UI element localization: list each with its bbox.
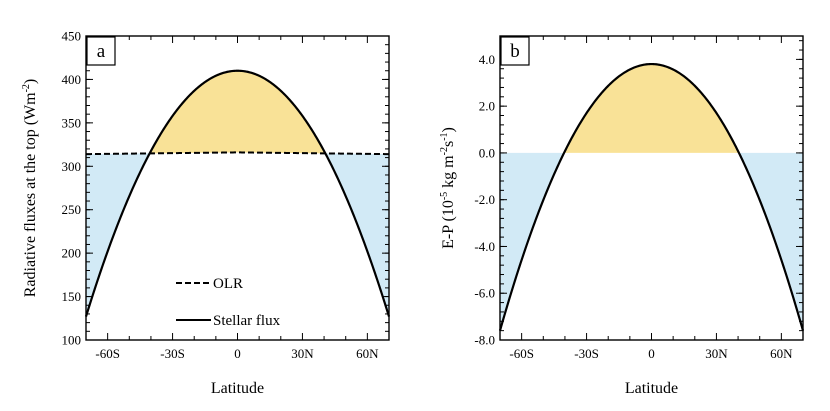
y-tick-label: -4.0 (474, 239, 495, 254)
y-tick-label: 4.0 (479, 52, 495, 67)
series-e-p-line (498, 62, 805, 331)
x-axis-label: Latitude (211, 380, 264, 397)
y-tick-label: 100 (62, 333, 82, 348)
shading-below-0 (500, 152, 564, 331)
y-axis-label: E-P (10-5 kg m-2s-1) (439, 127, 457, 249)
panel-label-box (500, 36, 530, 66)
y-tick-label: -6.0 (474, 286, 495, 301)
legend-label: Stellar flux (213, 313, 281, 329)
shading-below-1 (326, 153, 389, 317)
x-axis-label: Latitude (625, 380, 678, 397)
y-tick-label: -8.0 (474, 333, 495, 348)
panel-label-box (86, 36, 116, 66)
panel-label: b (510, 41, 520, 62)
x-tick-label: 30N (291, 346, 314, 361)
x-tick-label: -30S (160, 346, 185, 361)
x-tick-label: 30N (705, 346, 728, 361)
panel-a: -60S -30S 0 30N 60N 100 150 200 250 300 350 400 450 L… (21, 29, 391, 397)
y-axis-label: Radiative fluxes at the top (Wm-2) (21, 79, 39, 298)
panel-b: -60S -30S 0 30N 60N -8.0 -6.0 -4.0 -2.0 0.0 2.0 4.0… (439, 35, 805, 397)
legend-label: OLR (213, 276, 243, 292)
y-tick-label: 450 (62, 29, 82, 44)
y-tick-label: 0.0 (479, 145, 495, 160)
series-olr-line (85, 151, 390, 156)
panel-label: a (97, 41, 106, 62)
y-tick-label: 350 (62, 115, 82, 130)
x-tick-label: 60N (770, 346, 793, 361)
y-tick-label: -2.0 (474, 192, 495, 207)
y-tick-label: 2.0 (479, 99, 495, 114)
shading-below-1 (739, 152, 803, 331)
x-tick-label: -60S (95, 346, 120, 361)
x-tick-label: -60S (509, 346, 534, 361)
x-tick-label: 0 (234, 346, 241, 361)
x-tick-label: 0 (648, 346, 655, 361)
x-tick-label: -30S (574, 346, 599, 361)
shading-below-0 (86, 153, 149, 317)
y-tick-label: 300 (62, 159, 82, 174)
y-tick-label: 150 (62, 289, 82, 304)
x-tick-label: 60N (356, 346, 379, 361)
y-tick-label: 250 (62, 202, 82, 217)
y-tick-label: 400 (62, 72, 82, 87)
series-stellar-flux-line (84, 69, 391, 317)
legend: OLR Stellar flux (176, 276, 281, 329)
y-tick-label: 200 (62, 246, 82, 261)
